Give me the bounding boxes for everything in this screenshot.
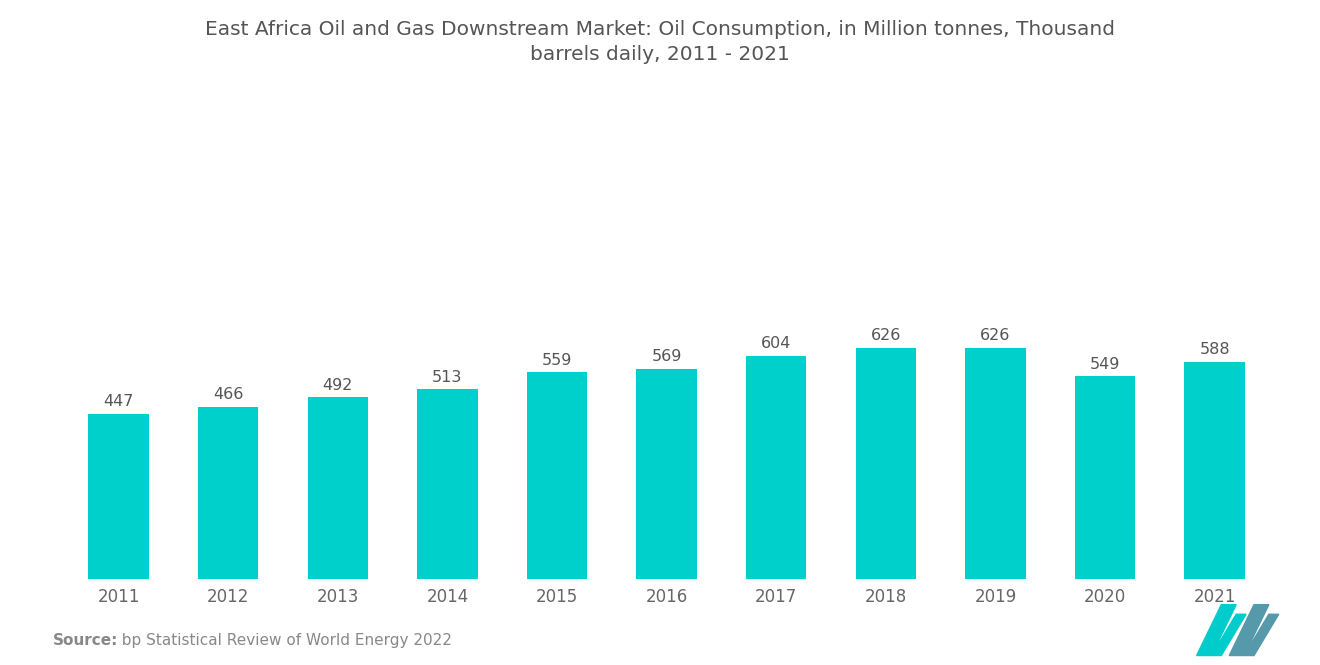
Bar (1074, 376, 1135, 579)
Polygon shape (1197, 604, 1246, 656)
Text: 569: 569 (651, 349, 682, 364)
Bar (965, 348, 1026, 579)
Polygon shape (1229, 604, 1279, 656)
Text: 626: 626 (981, 329, 1011, 343)
Bar (636, 368, 697, 579)
Bar (198, 407, 259, 579)
Bar (855, 348, 916, 579)
Text: bp Statistical Review of World Energy 2022: bp Statistical Review of World Energy 20… (112, 633, 451, 648)
Text: 559: 559 (541, 353, 572, 368)
Text: 626: 626 (871, 329, 902, 343)
Bar (88, 414, 149, 579)
Text: 604: 604 (762, 336, 792, 351)
Text: East Africa Oil and Gas Downstream Market: Oil Consumption, in Million tonnes, T: East Africa Oil and Gas Downstream Marke… (205, 20, 1115, 64)
Bar (527, 372, 587, 579)
Text: 588: 588 (1200, 342, 1230, 357)
Bar (417, 390, 478, 579)
Bar (308, 397, 368, 579)
Text: 492: 492 (322, 378, 352, 393)
Bar (746, 356, 807, 579)
Text: 466: 466 (213, 387, 243, 402)
Text: 513: 513 (432, 370, 462, 385)
Text: 447: 447 (103, 394, 133, 409)
Text: 549: 549 (1090, 356, 1121, 372)
Bar (1184, 362, 1245, 579)
Text: Source:: Source: (53, 633, 119, 648)
